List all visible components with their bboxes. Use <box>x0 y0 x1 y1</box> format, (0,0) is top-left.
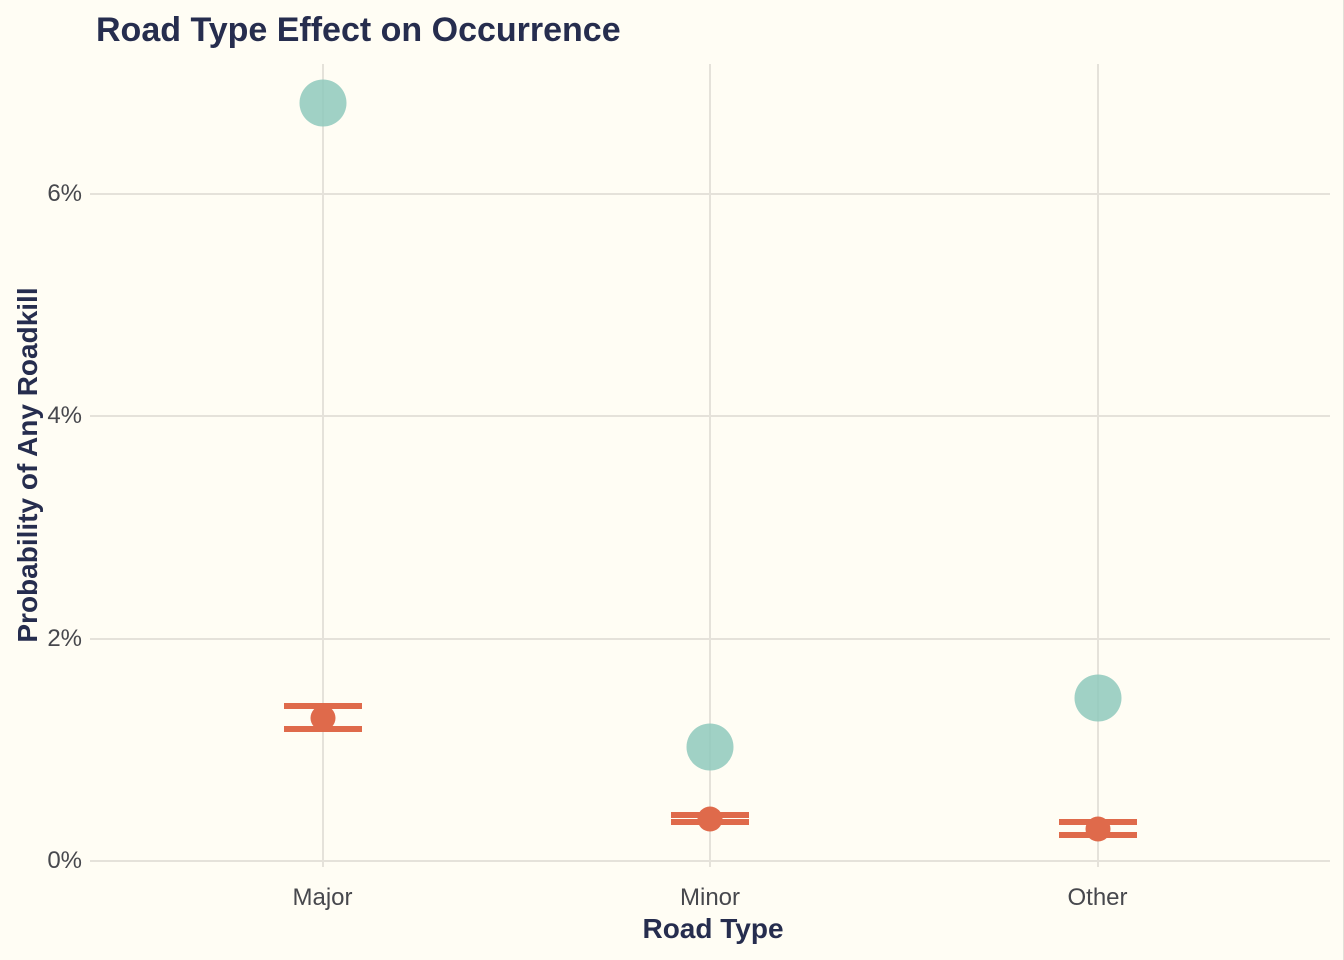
teal-data-point <box>686 723 734 770</box>
y-tick-label: 4% <box>47 402 82 430</box>
y-tick-label: 0% <box>47 847 82 874</box>
chart-title: Road Type Effect on Occurrence <box>96 11 621 49</box>
x-axis-title: Road Type <box>642 913 784 944</box>
y-tick-label: 2% <box>47 624 82 652</box>
v-gridline <box>321 64 324 867</box>
x-tick-label: Other <box>1067 884 1128 911</box>
v-gridline <box>1096 64 1099 867</box>
orange-data-point <box>310 705 335 731</box>
x-tick-label: Minor <box>679 884 741 911</box>
teal-data-point <box>1074 674 1121 722</box>
orange-data-point <box>1085 816 1110 842</box>
y-tick-label: 6% <box>47 180 82 208</box>
teal-data-point <box>299 79 346 127</box>
y-axis-title: Probability of Any Roadkill <box>12 287 43 643</box>
x-tick-label: Major <box>292 884 353 911</box>
orange-data-point <box>697 806 723 832</box>
v-gridline <box>709 64 711 867</box>
